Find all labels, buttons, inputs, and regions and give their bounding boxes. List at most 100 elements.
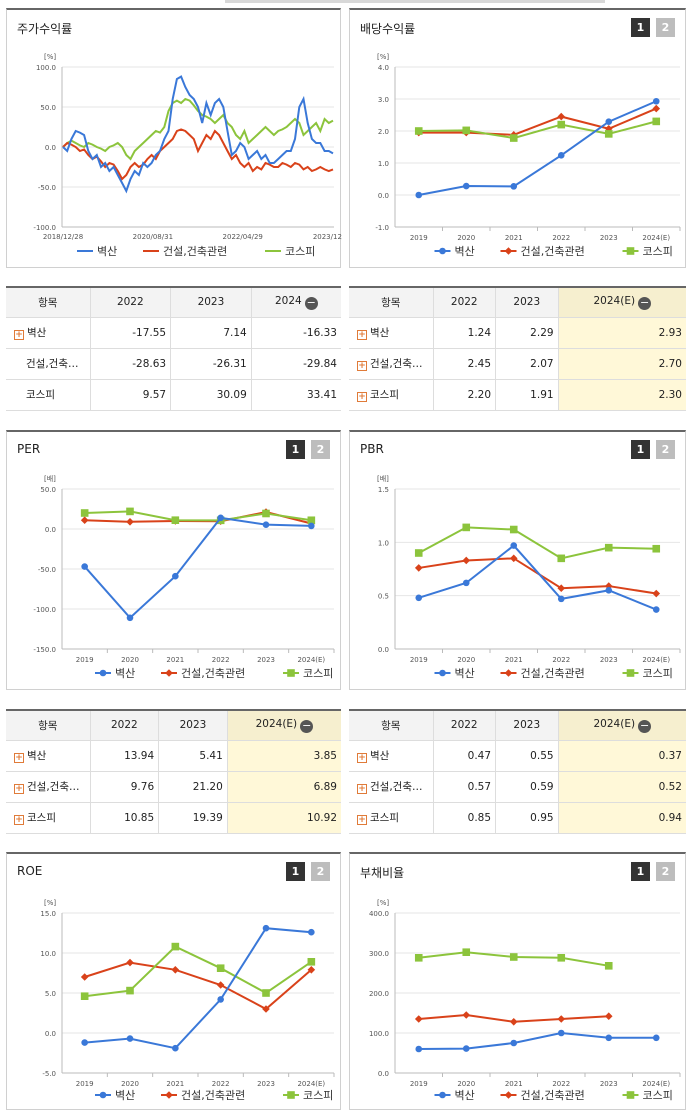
expand-icon[interactable]: +: [357, 330, 367, 340]
data-point: [652, 606, 660, 613]
legend-marker-construction: [165, 669, 173, 677]
data-point: [307, 516, 316, 525]
column-header-label: 항목: [381, 296, 401, 309]
data-point: [652, 1034, 660, 1042]
series-kospi: [414, 117, 661, 142]
tab-2[interactable]: 2: [311, 440, 330, 459]
series-line: [84, 927, 312, 1050]
row-label[interactable]: + 코스피: [349, 802, 433, 834]
collapse-icon[interactable]: −: [300, 718, 314, 733]
data-point: [509, 134, 518, 142]
column-header-label: 항목: [38, 719, 58, 732]
expand-icon[interactable]: +: [14, 330, 24, 340]
data-point: [462, 579, 470, 587]
data-point: [415, 191, 423, 199]
legend-label-byeoksan: 벽산: [455, 1089, 475, 1102]
row-label[interactable]: + 벽산: [349, 740, 433, 772]
x-tick-label: 2020: [121, 656, 139, 664]
table-row: + 벽산 0.47 0.55 0.37: [349, 740, 686, 772]
series-byeoksan: [81, 514, 315, 622]
legend-label-construction: 건설,건축관련: [521, 245, 585, 258]
data-point: [462, 948, 471, 956]
expand-icon[interactable]: +: [357, 753, 367, 763]
row-label[interactable]: + 건설,건축…: [349, 771, 433, 803]
data-point: [557, 1029, 565, 1037]
table-cell: 21.20: [158, 771, 228, 803]
table-cell: 0.52: [557, 771, 686, 803]
data-point: [216, 964, 225, 972]
data-point: [652, 117, 661, 126]
panel-title: 배당수익률: [360, 22, 416, 36]
expand-icon[interactable]: +: [357, 784, 367, 794]
row-label[interactable]: + 건설,건축…: [6, 771, 90, 803]
x-tick-label: 2024(E): [297, 656, 325, 664]
legend-label-byeoksan: 벽산: [115, 1089, 135, 1102]
expand-icon[interactable]: +: [357, 361, 367, 371]
y-tick-label: -5.0: [42, 1070, 56, 1078]
tab-2[interactable]: 2: [656, 862, 675, 881]
tab-1[interactable]: 1: [286, 440, 305, 459]
tab-2[interactable]: 2: [656, 18, 675, 37]
table-row: 코스피 9.57 30.09 33.41: [6, 379, 341, 411]
expand-icon[interactable]: +: [357, 815, 367, 825]
tab-1[interactable]: 1: [631, 18, 650, 37]
data-point: [217, 996, 224, 1003]
y-tick-label: 2.0: [378, 128, 389, 136]
data-point: [462, 556, 471, 565]
y-tick-label: 4.0: [378, 64, 389, 72]
column-header: 2022: [432, 287, 496, 318]
data-point: [557, 595, 565, 603]
table-header-row: 항목 2022 2023 2024(E) −: [6, 710, 341, 741]
row-label[interactable]: + 벽산: [6, 317, 90, 349]
column-header: 2024−: [250, 287, 341, 318]
collapse-icon[interactable]: −: [304, 295, 318, 310]
period-tabs: 1 2: [631, 440, 675, 459]
expand-icon[interactable]: +: [14, 784, 24, 794]
row-name: 벽산: [27, 750, 47, 762]
table-cell: 7.14: [170, 317, 252, 349]
data-point: [262, 989, 270, 997]
data-point: [414, 1015, 423, 1023]
data-point: [557, 112, 566, 121]
x-tick-label: 2019: [410, 234, 428, 242]
table-cell: 6.89: [226, 771, 341, 803]
data-point: [80, 973, 89, 981]
tab-1[interactable]: 1: [631, 440, 650, 459]
tab-1[interactable]: 1: [631, 862, 650, 881]
tab-2[interactable]: 2: [311, 862, 330, 881]
row-label[interactable]: + 건설,건축…: [349, 348, 433, 380]
row-label[interactable]: + 벽산: [6, 740, 90, 772]
table-cell: 0.47: [432, 740, 496, 772]
data-point: [81, 563, 88, 570]
table-cell: 9.57: [89, 379, 171, 411]
expand-icon[interactable]: +: [357, 392, 367, 402]
data-point: [415, 594, 423, 602]
data-point: [307, 958, 316, 966]
x-tick-label: 2020: [121, 1080, 139, 1088]
series-construction: [80, 958, 316, 1013]
data-point: [415, 1045, 423, 1053]
collapse-icon[interactable]: −: [638, 295, 652, 310]
series-byeoksan: [415, 542, 660, 613]
expand-icon[interactable]: +: [14, 753, 24, 763]
y-tick-label: 1.5: [378, 486, 389, 494]
x-tick-label: 2024(E): [297, 1080, 325, 1088]
collapse-icon[interactable]: −: [638, 718, 652, 733]
row-label[interactable]: + 벽산: [349, 317, 433, 349]
table-cell: 0.37: [557, 740, 686, 772]
data-point: [509, 1018, 518, 1026]
legend-marker-kospi: [626, 669, 635, 677]
tab-1[interactable]: 1: [286, 862, 305, 881]
column-header-label: 항목: [381, 719, 401, 732]
legend-marker-construction: [504, 1091, 513, 1099]
data-point: [414, 127, 423, 135]
expand-icon[interactable]: +: [14, 815, 24, 825]
legend-label-kospi: 코스피: [303, 667, 333, 680]
x-tick-label: 2019: [410, 656, 428, 664]
row-label[interactable]: + 코스피: [349, 379, 433, 411]
tab-2[interactable]: 2: [656, 440, 675, 459]
row-label[interactable]: + 코스피: [6, 802, 90, 834]
table-row: + 코스피 10.85 19.39 10.92: [6, 802, 341, 834]
column-header: 2022: [432, 710, 496, 741]
column-header-label: 2024(E): [255, 717, 298, 730]
